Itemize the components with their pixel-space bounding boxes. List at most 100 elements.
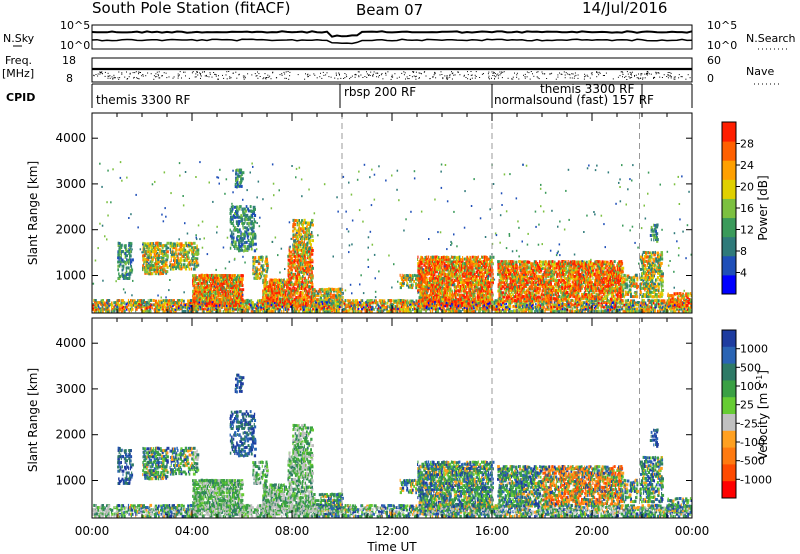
power-cell (282, 293, 286, 297)
power-cell (169, 309, 173, 313)
power-cell (347, 305, 350, 309)
power-cell (252, 232, 256, 236)
power-cell (270, 295, 274, 299)
power-cell (246, 298, 249, 302)
power-cell (238, 184, 242, 188)
power-cell (102, 307, 104, 311)
power-cell (562, 305, 565, 309)
nave-dot (526, 76, 528, 78)
power-cell (172, 267, 175, 271)
power-cell (239, 285, 241, 289)
power-cell (119, 256, 122, 260)
power-cell (155, 259, 157, 263)
power-cell (253, 207, 256, 211)
power-cell (287, 274, 290, 278)
power-cell (246, 301, 249, 305)
power-cell (346, 303, 349, 307)
nave-dot (254, 73, 256, 75)
power-cell (225, 309, 229, 313)
power-cell (302, 249, 305, 253)
power-cell (231, 205, 234, 209)
nave-dot (208, 76, 210, 78)
power-cell (286, 304, 289, 308)
power-cell (271, 291, 274, 295)
power-cell (304, 293, 307, 297)
power-cell (195, 287, 198, 291)
power-cell (260, 264, 263, 268)
power-cell (187, 241, 190, 245)
power-cell (306, 237, 309, 241)
nave-dot (413, 75, 415, 77)
nave-dot (199, 72, 201, 74)
power-cell (437, 309, 439, 313)
power-cell (386, 309, 389, 313)
power-cell (328, 296, 330, 299)
nave-dot (138, 72, 140, 74)
power-cell (650, 301, 653, 305)
power-cell (239, 228, 241, 232)
power-cell (351, 309, 355, 313)
power-cell (148, 255, 151, 259)
power-cell (202, 294, 204, 298)
power-cell (190, 267, 193, 271)
power-cell (235, 185, 238, 189)
nave-dot (314, 74, 316, 76)
power-cell (180, 252, 182, 256)
power-cell (229, 228, 231, 232)
power-cell (141, 299, 143, 303)
nave-dot (135, 71, 137, 73)
nave-dot (127, 78, 129, 79)
power-cell (250, 305, 253, 309)
power-cell (202, 278, 206, 282)
power-cell (303, 284, 305, 288)
nave-dot (304, 78, 306, 80)
power-cell (298, 233, 300, 237)
power-cell (226, 282, 229, 286)
power-cell (287, 272, 289, 276)
power-cell (238, 170, 242, 174)
power-cell (586, 299, 589, 303)
nave-dot (118, 78, 120, 80)
nave-dot (655, 73, 657, 75)
power-cell (453, 309, 456, 313)
power-cell (586, 307, 588, 311)
power-cell (279, 278, 281, 282)
power-cell (113, 305, 116, 309)
power-cell (159, 270, 162, 274)
power-cell (226, 276, 229, 279)
power-cell (192, 241, 196, 245)
power-cell (209, 281, 212, 285)
nave-dot (646, 74, 648, 76)
nave-dot (195, 76, 197, 78)
power-cell (260, 258, 264, 262)
nave-dot (297, 74, 299, 76)
power-cell (555, 305, 559, 309)
power-cell (247, 207, 249, 211)
power-cell (192, 274, 195, 278)
power-cell (299, 240, 303, 244)
power-cell (175, 250, 177, 254)
power-cell (303, 307, 306, 311)
power-cell (97, 303, 99, 307)
power-cell (300, 268, 302, 272)
power-cell (571, 299, 573, 303)
power-cell (301, 227, 305, 231)
power-cell (597, 305, 600, 309)
power-cell (306, 225, 308, 229)
power-cell (150, 242, 153, 246)
nave-dot (647, 71, 649, 73)
nave-dot (637, 77, 639, 79)
power-cell (146, 242, 150, 246)
power-cell (614, 299, 616, 303)
power-cell (249, 236, 252, 240)
power-cell (220, 287, 223, 291)
nave-dot (350, 76, 352, 78)
power-cell (392, 299, 394, 303)
power-cell (306, 285, 308, 289)
power-cell (176, 303, 180, 307)
power-cell (196, 284, 198, 288)
power-cell (152, 242, 155, 246)
power-cell (399, 286, 402, 290)
power-cell (234, 282, 237, 285)
power-cell (410, 286, 413, 290)
